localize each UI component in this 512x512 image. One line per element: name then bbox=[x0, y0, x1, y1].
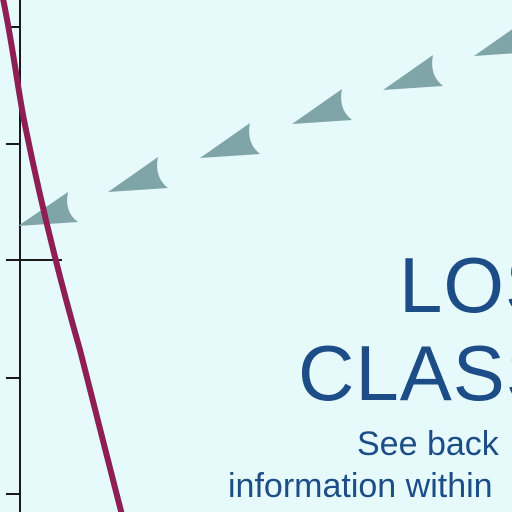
arrowhead-mark bbox=[18, 192, 78, 226]
descending-curve bbox=[0, 0, 125, 512]
arrowhead-mark bbox=[383, 55, 443, 90]
arrowhead-mark bbox=[292, 89, 352, 124]
note-line-1: See back bbox=[357, 425, 499, 463]
note-line-2: information within bbox=[228, 467, 493, 505]
arrowhead-mark bbox=[474, 29, 512, 56]
arrowhead-mark bbox=[200, 123, 260, 158]
arrowhead-mark bbox=[108, 157, 168, 192]
heading-line-1: LOS bbox=[399, 241, 512, 329]
arrowhead-trail bbox=[18, 29, 512, 226]
